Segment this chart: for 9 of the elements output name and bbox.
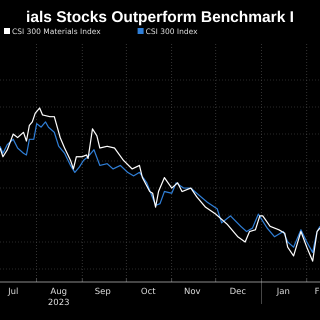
x-tick-label: Aug 2023 — [48, 287, 70, 308]
x-tick-label: Dec — [230, 287, 246, 297]
x-tick-label: Nov — [184, 287, 201, 297]
x-tick-label: F — [314, 287, 320, 297]
x-tick-label: Jan — [276, 287, 290, 297]
x-tick-label: Sep — [94, 287, 111, 297]
x-tick-label: Jul — [7, 287, 18, 297]
x-tick-label: Oct — [140, 287, 156, 297]
chart-title: ials Stocks Outperform Benchmark I — [26, 9, 294, 26]
